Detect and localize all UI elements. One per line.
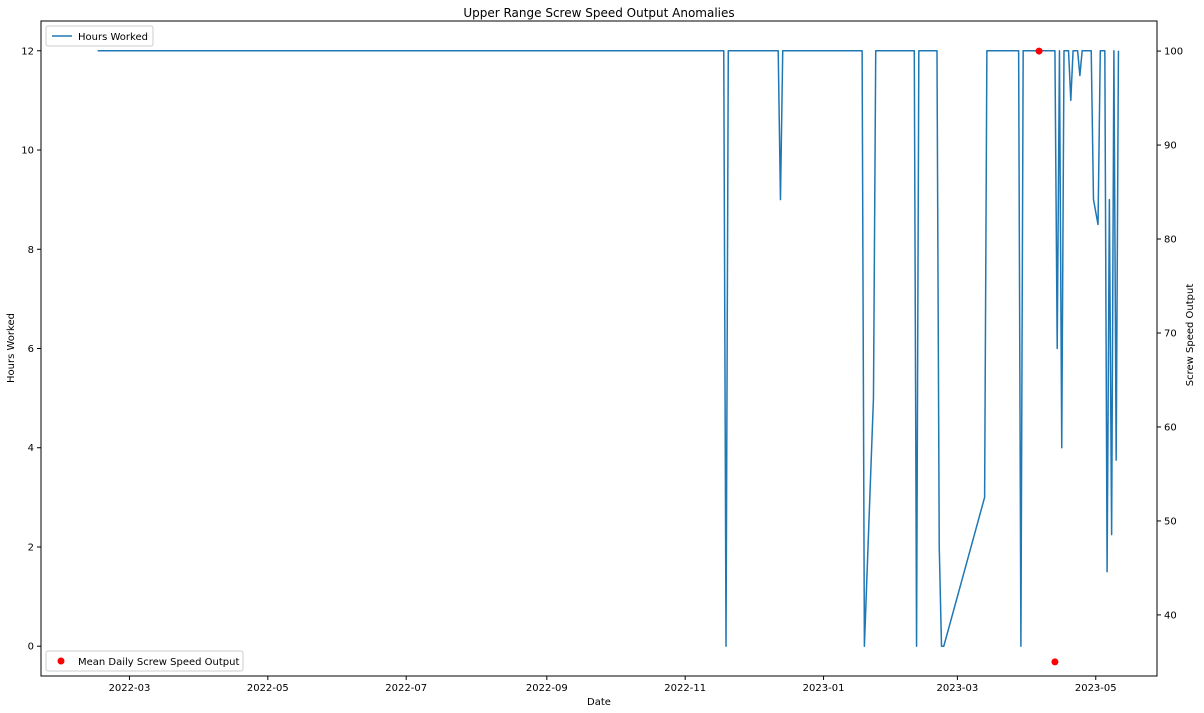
y-axis-label: Hours Worked [6,313,17,383]
y2-tick-label-100: 100 [1164,47,1183,58]
x-tick-label-2022-03: 2022-03 [109,683,151,694]
x-axis-label: Date [587,697,611,708]
y2-tick-label-90: 90 [1164,141,1177,152]
y-tick-label-8: 8 [28,245,34,256]
y2-tick-label-50: 50 [1164,516,1177,527]
y2-tick-label-80: 80 [1164,235,1177,246]
x-tick-label-2023-05: 2023-05 [1075,683,1117,694]
legend-label: Mean Daily Screw Speed Output [78,657,239,668]
x-tick-label-2022-07: 2022-07 [385,683,427,694]
x-tick-label-2023-03: 2023-03 [936,683,978,694]
y2-tick-label-60: 60 [1164,422,1177,433]
legend-box [45,25,154,47]
x-tick-label-2022-05: 2022-05 [247,683,289,694]
y-tick-label-2: 2 [28,542,34,553]
legend-screw-speed: Mean Daily Screw Speed Output [45,650,244,672]
screw-speed-point-0 [1035,47,1043,55]
y2-tick-label-40: 40 [1164,610,1177,621]
x-tick-label-2023-01: 2023-01 [803,683,845,694]
plot-area-frame [40,20,1158,677]
x-tick-label-2022-09: 2022-09 [526,683,568,694]
y-tick-label-12: 12 [21,46,34,57]
legend-box [45,650,244,672]
y-tick-label-6: 6 [28,344,34,355]
x-tick-label-2022-11: 2022-11 [664,683,706,694]
legend-marker-swatch [57,657,65,665]
legend-label: Hours Worked [78,32,148,43]
y2-tick-label-70: 70 [1164,328,1177,339]
screw-speed-point-1 [1051,658,1059,666]
y-tick-label-4: 4 [28,443,34,454]
series-line-hours-worked [97,50,1120,647]
y-tick-label-10: 10 [21,146,34,157]
chart-title: Upper Range Screw Speed Output Anomalies [463,6,734,20]
y-tick-label-0: 0 [28,642,34,653]
y2-axis-label: Screw Speed Output [1185,284,1196,387]
legend-hours-worked: Hours Worked [45,25,154,47]
